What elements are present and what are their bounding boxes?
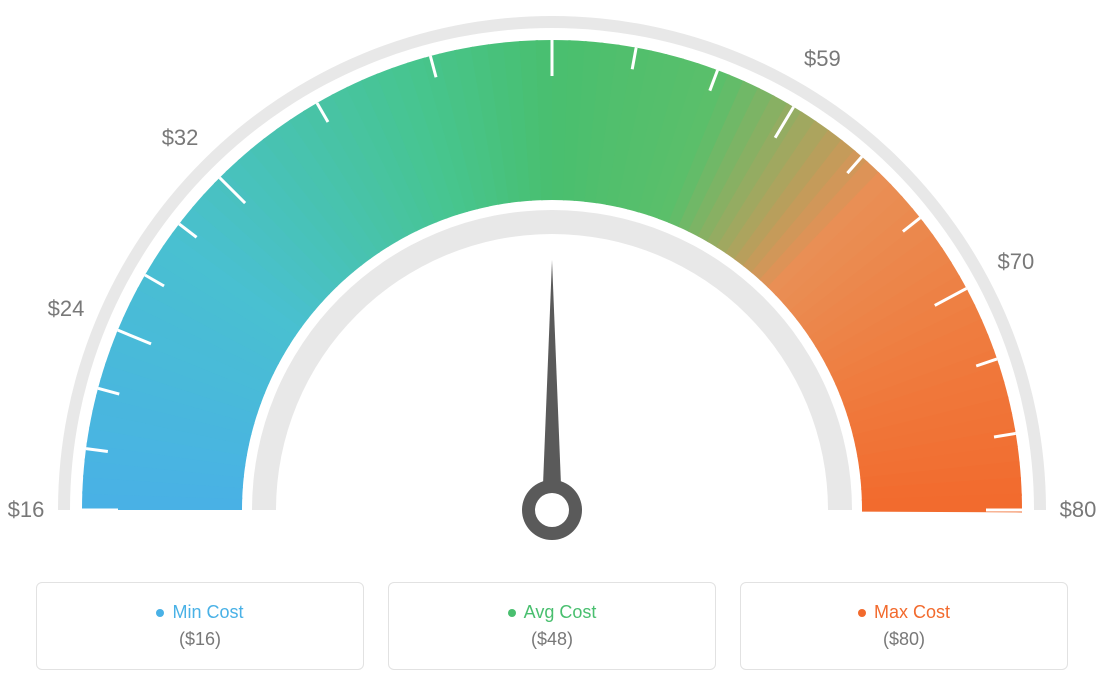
legend-row: Min Cost ($16) Avg Cost ($48) Max Cost (… [36,582,1068,670]
legend-label-max: Max Cost [874,602,950,623]
gauge-tick-label: $80 [1060,497,1097,523]
legend-value-min: ($16) [179,629,221,650]
gauge-tick-label: $70 [998,249,1035,275]
legend-dot-avg [508,609,516,617]
legend-card-avg: Avg Cost ($48) [388,582,716,670]
legend-dot-max [858,609,866,617]
gauge-tick-label: $59 [804,46,841,72]
legend-label-avg: Avg Cost [524,602,597,623]
legend-card-max: Max Cost ($80) [740,582,1068,670]
chart-container: $16$24$32$48$59$70$80 Min Cost ($16) Avg… [0,0,1104,690]
gauge-tick-label: $24 [48,296,85,322]
legend-dot-min [156,609,164,617]
legend-title-avg: Avg Cost [508,602,597,623]
gauge-svg [0,0,1104,560]
gauge-tick-label: $16 [8,497,45,523]
legend-value-avg: ($48) [531,629,573,650]
legend-title-min: Min Cost [156,602,243,623]
legend-label-min: Min Cost [172,602,243,623]
gauge-chart: $16$24$32$48$59$70$80 [0,0,1104,560]
legend-title-max: Max Cost [858,602,950,623]
legend-value-max: ($80) [883,629,925,650]
legend-card-min: Min Cost ($16) [36,582,364,670]
gauge-tick-label: $32 [162,125,199,151]
